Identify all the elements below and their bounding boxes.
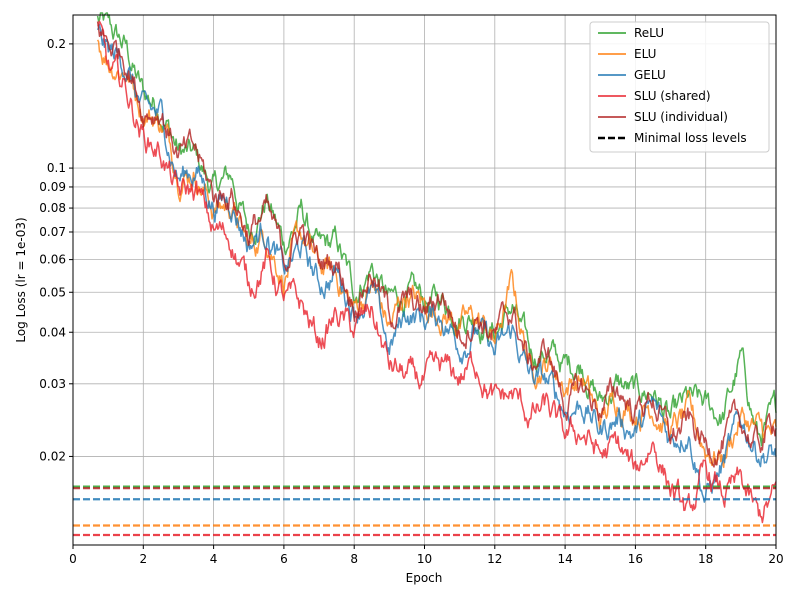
x-axis-title: Epoch [406, 571, 443, 585]
legend-label: ELU [634, 47, 656, 61]
x-tick-label: 14 [557, 552, 572, 566]
x-tick-label: 0 [69, 552, 77, 566]
y-tick-label: 0.1 [47, 161, 66, 175]
x-tick-label: 20 [768, 552, 783, 566]
legend-box [589, 21, 770, 153]
y-tick-label: 0.08 [39, 201, 66, 215]
legend-label: GELU [634, 68, 666, 82]
x-tick-label: 8 [350, 552, 358, 566]
y-tick-label: 0.07 [39, 225, 66, 239]
x-tick-label: 12 [487, 552, 502, 566]
legend: ReLU ELU GELU SLU (shared) SLU (individual) M… [589, 21, 770, 153]
minimal-loss-levels [73, 485, 776, 537]
x-tick-label: 18 [698, 552, 713, 566]
series-line-relu [96, 12, 777, 447]
legend-label: SLU (shared) [634, 89, 711, 103]
x-axis: 0 2 4 6 8 10 12 14 16 18 20 [69, 545, 784, 566]
series-line-slu-individual [96, 21, 777, 468]
y-tick-label: 0.2 [47, 37, 66, 51]
legend-label: SLU (individual) [634, 110, 728, 124]
series-line-slu-shared [97, 20, 777, 524]
y-tick-label: 0.06 [39, 253, 66, 267]
y-tick-label: 0.04 [39, 325, 66, 339]
series-line-gelu [96, 23, 777, 503]
y-tick-label: 0.02 [39, 449, 66, 463]
x-tick-label: 10 [417, 552, 432, 566]
y-tick-label: 0.05 [39, 285, 66, 299]
x-tick-label: 6 [280, 552, 288, 566]
y-tick-label: 0.09 [39, 180, 66, 194]
series-lines [96, 12, 777, 524]
legend-label: ReLU [634, 26, 664, 40]
y-axis-title: Log Loss (lr = 1e-03) [14, 217, 28, 342]
legend-label: Minimal loss levels [634, 131, 747, 145]
x-tick-label: 2 [139, 552, 147, 566]
y-axis: 0.02 0.03 0.04 0.05 0.06 0.07 0.08 0.09 0.1 0.2 [39, 37, 73, 463]
y-tick-label: 0.03 [39, 377, 66, 391]
x-tick-label: 16 [628, 552, 643, 566]
x-tick-label: 4 [210, 552, 218, 566]
